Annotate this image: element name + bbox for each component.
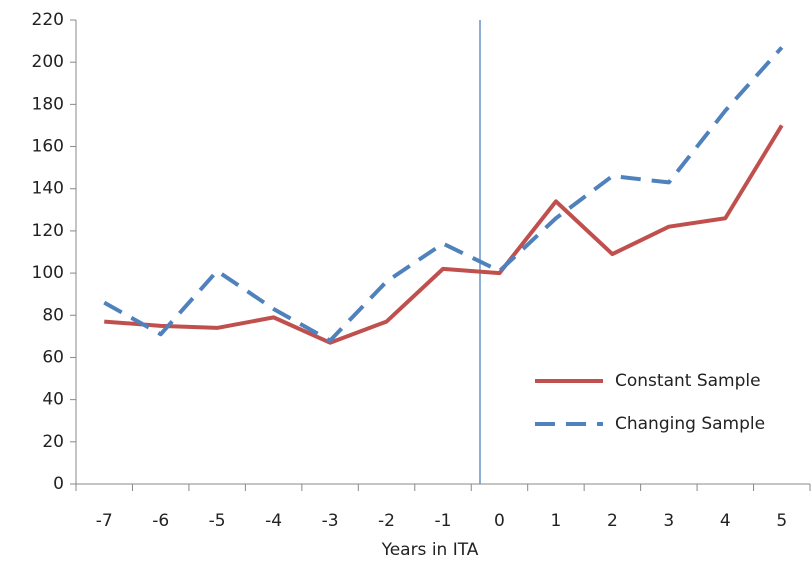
x-tick-label: -3: [322, 511, 339, 531]
x-tick-label: -6: [152, 511, 169, 531]
y-tick-label: 120: [32, 221, 64, 241]
x-tick-label: -5: [209, 511, 226, 531]
y-tick-label: 100: [32, 263, 64, 283]
legend-label: Constant Sample: [615, 371, 761, 391]
x-tick-label: -1: [435, 511, 452, 531]
y-tick-label: 40: [42, 390, 64, 410]
y-tick-label: 60: [42, 347, 64, 367]
y-tick-label: 0: [53, 474, 64, 494]
series-line: [104, 124, 784, 345]
x-tick-label: 3: [663, 511, 674, 531]
y-tick-label: 140: [32, 179, 64, 199]
x-tick-label: 4: [720, 511, 731, 531]
y-tick-label: 180: [32, 94, 64, 114]
y-tick-label: 160: [32, 137, 64, 157]
x-axis-label: Years in ITA: [381, 540, 479, 560]
x-tick-label: -7: [96, 511, 113, 531]
series-line: [103, 46, 784, 343]
x-tick-label: 5: [776, 511, 787, 531]
x-tick-label: 2: [607, 511, 618, 531]
x-tick-label: 0: [494, 511, 505, 531]
y-tick-label: 220: [32, 10, 64, 30]
y-tick-label: 20: [42, 432, 64, 452]
x-tick-label: 1: [551, 511, 562, 531]
x-tick-label: -2: [378, 511, 395, 531]
x-tick-label: -4: [265, 511, 282, 531]
legend-label: Changing Sample: [615, 414, 765, 434]
y-tick-label: 200: [32, 52, 64, 72]
y-tick-label: 80: [42, 305, 64, 325]
